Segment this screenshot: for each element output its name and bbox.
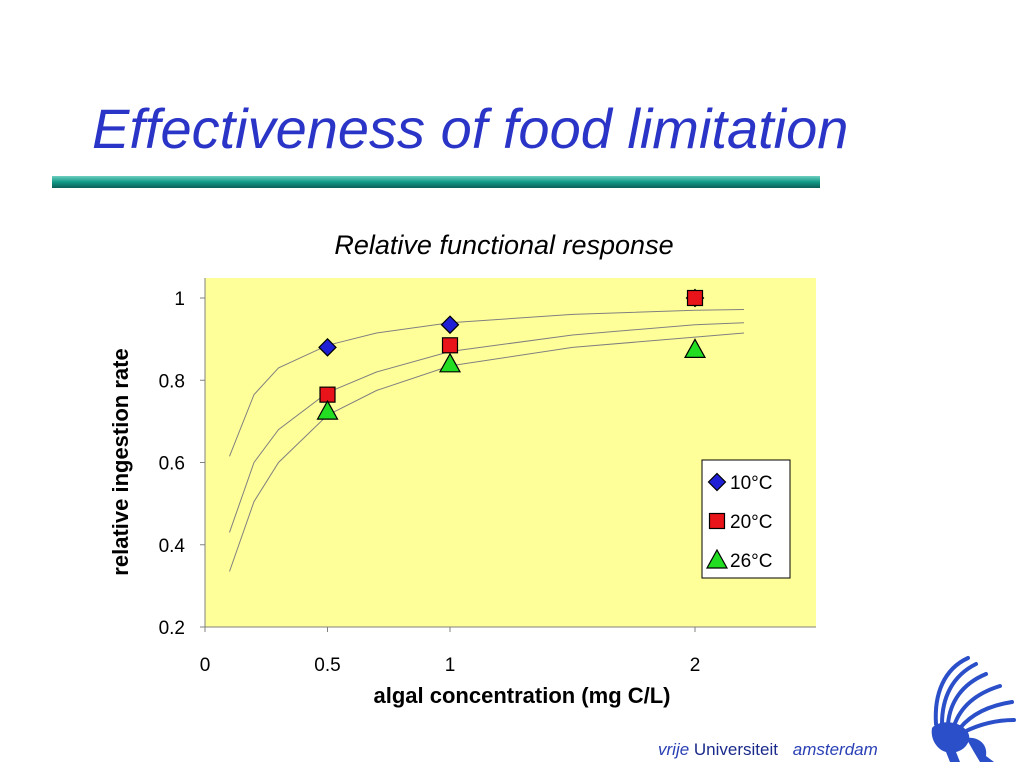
legend-label: 20°C — [730, 512, 772, 533]
y-tick-label: 0.6 — [159, 454, 185, 475]
y-tick-label: 0.2 — [159, 618, 185, 639]
y-tick-label: 0.4 — [159, 536, 186, 557]
fitted-curve — [229, 309, 745, 457]
logo-word-vrije: vrije — [658, 740, 690, 759]
x-tick-label: 2 — [690, 655, 701, 676]
legend-marker — [707, 472, 727, 492]
legend-marker — [708, 512, 726, 530]
slide-title: Effectiveness of food limitation — [92, 97, 849, 160]
data-point — [438, 352, 462, 373]
x-tick-label: 0 — [200, 655, 211, 676]
fitted-curve — [229, 332, 745, 572]
fitted-curve — [229, 322, 745, 533]
legend-label: 10°C — [730, 473, 772, 494]
legend-marker — [705, 548, 729, 569]
data-point — [683, 338, 707, 359]
logo-word-amsterdam: amsterdam — [792, 740, 878, 759]
data-point — [441, 337, 459, 354]
y-axis-label: relative ingestion rate — [108, 348, 133, 575]
y-tick-label: 1 — [174, 289, 185, 310]
data-point — [316, 399, 339, 420]
logo-wordmark: vrije Universiteit amsterdam — [658, 740, 878, 760]
x-axis-label: algal concentration (mg C/L) — [373, 683, 670, 708]
x-tick-label: 1 — [445, 655, 456, 676]
vu-logo: vrije Universiteit amsterdam — [658, 650, 1024, 768]
title-underline — [52, 176, 820, 188]
data-point — [440, 315, 460, 335]
chart-title: Relative functional response — [334, 230, 674, 260]
y-tick-label: 0.8 — [159, 371, 185, 392]
data-point — [318, 338, 337, 357]
x-tick-label: 0.5 — [314, 655, 340, 676]
logo-word-universiteit: Universiteit — [693, 740, 778, 759]
legend-label: 26°C — [730, 551, 772, 572]
data-point — [686, 289, 704, 307]
griffin-icon — [931, 656, 1016, 762]
